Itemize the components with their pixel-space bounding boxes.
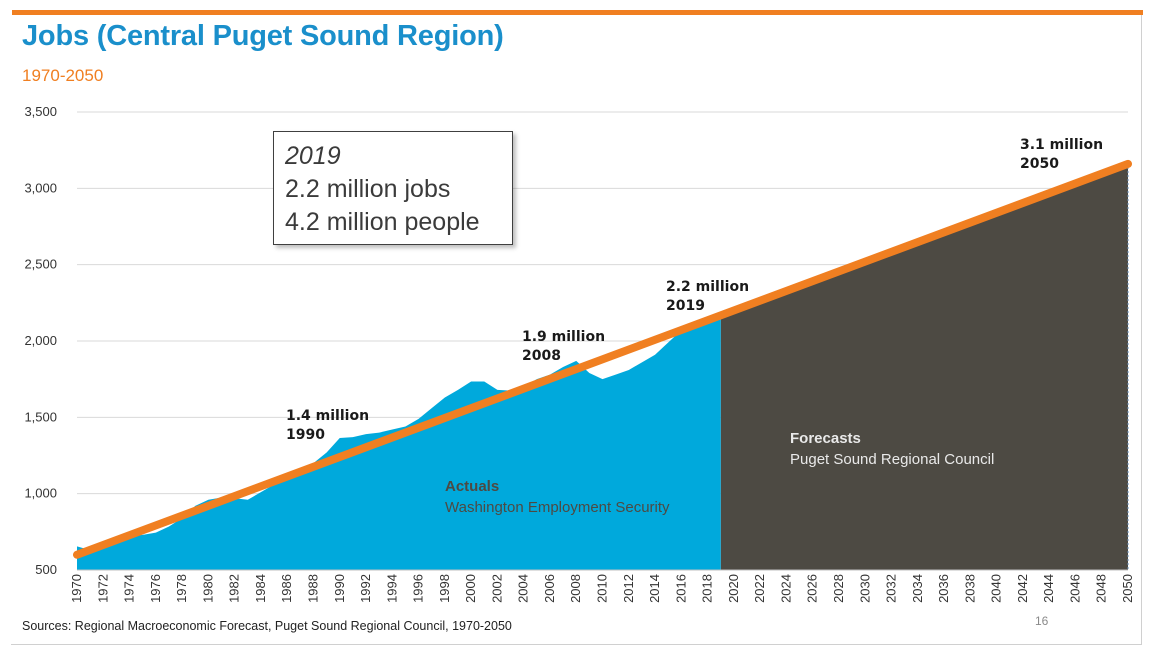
y-tick-label-1500: 1,500 <box>24 409 57 424</box>
x-tick-label-2016: 2016 <box>673 574 688 603</box>
x-tick-label-2020: 2020 <box>726 574 741 603</box>
x-tick-label-2012: 2012 <box>621 574 636 603</box>
x-tick-label-2034: 2034 <box>910 574 925 603</box>
x-tick-label-2004: 2004 <box>516 574 531 603</box>
x-tick-label-2030: 2030 <box>857 574 872 603</box>
annotation-value-1990: 1.4 million <box>286 408 369 424</box>
x-tick-label-2042: 2042 <box>1015 574 1030 603</box>
x-tick-label-2044: 2044 <box>1041 574 1056 603</box>
y-tick-label-500: 500 <box>35 562 57 577</box>
callout-jobs: 2.2 million jobs <box>285 175 451 203</box>
x-tick-label-2002: 2002 <box>489 574 504 603</box>
x-tick-label-1982: 1982 <box>227 574 242 603</box>
annotation-value-2050: 3.1 million <box>1020 137 1103 153</box>
y-tick-label-3000: 3,000 <box>24 180 57 195</box>
source-note: Sources: Regional Macroeconomic Forecast… <box>22 619 512 633</box>
x-tick-label-1994: 1994 <box>384 574 399 603</box>
x-tick-label-1998: 1998 <box>437 574 452 603</box>
x-tick-label-1980: 1980 <box>200 574 215 603</box>
x-tick-label-2018: 2018 <box>700 574 715 603</box>
x-tick-label-2046: 2046 <box>1067 574 1082 603</box>
annotation-year-2050: 2050 <box>1020 156 1059 172</box>
page-number: 16 <box>1035 614 1049 628</box>
actuals-label: Actuals <box>445 478 499 495</box>
x-tick-label-1978: 1978 <box>174 574 189 603</box>
callout-people: 4.2 million people <box>285 208 480 236</box>
region-labels: Actuals Washington Employment Security For… <box>445 430 994 516</box>
x-tick-label-1988: 1988 <box>305 574 320 603</box>
annotation-value-2019: 2.2 million <box>666 279 749 295</box>
x-tick-label-2038: 2038 <box>962 574 977 603</box>
x-tick-label-1970: 1970 <box>69 574 84 603</box>
x-tick-label-1990: 1990 <box>332 574 347 603</box>
x-tick-label-2032: 2032 <box>884 574 899 603</box>
x-tick-label-1972: 1972 <box>95 574 110 603</box>
x-tick-label-1992: 1992 <box>358 574 373 603</box>
forecasts-label: Forecasts <box>790 430 861 447</box>
x-tick-label-2014: 2014 <box>647 574 662 603</box>
y-tick-label-3500: 3,500 <box>24 104 57 119</box>
data-annotations: 1.4 million 1990 1.9 million 2008 2.2 millio… <box>286 137 1103 443</box>
x-tick-label-2006: 2006 <box>542 574 557 603</box>
x-tick-label-1974: 1974 <box>122 574 137 603</box>
forecast-area <box>720 166 1128 570</box>
actuals-source-label: Washington Employment Security <box>445 499 670 516</box>
annotation-year-2019: 2019 <box>666 298 705 314</box>
x-tick-label-1986: 1986 <box>279 574 294 603</box>
x-tick-label-2010: 2010 <box>595 574 610 603</box>
callout-year: 2019 <box>285 142 341 170</box>
x-tick-label-2008: 2008 <box>568 574 583 603</box>
page-subtitle: 1970-2050 <box>22 66 104 85</box>
annotation-value-2008: 1.9 million <box>522 329 605 345</box>
x-tick-label-2040: 2040 <box>989 574 1004 603</box>
x-tick-label-1976: 1976 <box>148 574 163 603</box>
x-tick-label-2022: 2022 <box>752 574 767 603</box>
forecasts-source-label: Puget Sound Regional Council <box>790 451 994 468</box>
annotation-year-1990: 1990 <box>286 427 325 443</box>
y-axis-labels: 500 1,000 1,500 2,000 2,500 3,000 3,500 <box>24 104 57 577</box>
x-tick-label-2048: 2048 <box>1094 574 1109 603</box>
x-tick-label-2050: 2050 <box>1120 574 1135 603</box>
y-tick-label-1000: 1,000 <box>24 486 57 501</box>
y-tick-label-2500: 2,500 <box>24 257 57 272</box>
x-axis: 1970 1972 1974 1976 1978 1980 1982 1984 1986 1988… <box>69 569 1135 603</box>
x-tick-label-1984: 1984 <box>253 574 268 603</box>
trend-line <box>73 159 1132 559</box>
slide-frame <box>11 10 1142 645</box>
y-tick-label-2000: 2,000 <box>24 333 57 348</box>
x-tick-label-2024: 2024 <box>778 574 793 603</box>
x-tick-label-1996: 1996 <box>411 574 426 603</box>
x-tick-label-2036: 2036 <box>936 574 951 603</box>
callout-box: 2019 2.2 million jobs 4.2 million people <box>273 131 513 245</box>
x-tick-label-2028: 2028 <box>831 574 846 603</box>
trend-series <box>73 159 1132 559</box>
x-tick-label-2026: 2026 <box>805 574 820 603</box>
accent-bar <box>12 10 1143 15</box>
x-tick-label-2000: 2000 <box>463 574 478 603</box>
page-title: Jobs (Central Puget Sound Region) <box>22 20 504 52</box>
annotation-year-2008: 2008 <box>522 348 561 364</box>
